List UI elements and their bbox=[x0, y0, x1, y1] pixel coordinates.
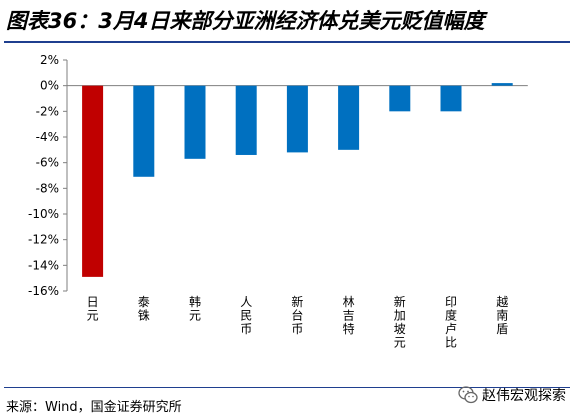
x-tick-label: 越南盾 bbox=[496, 295, 508, 336]
title-rule bbox=[4, 41, 570, 43]
bar-2 bbox=[184, 85, 206, 159]
bar-6 bbox=[389, 85, 411, 112]
bar-0 bbox=[82, 85, 104, 277]
x-tick-label: 人民币 bbox=[240, 295, 252, 336]
bar-8 bbox=[491, 83, 513, 86]
watermark-text: 赵伟宏观探索 bbox=[482, 388, 566, 404]
footer-rule bbox=[4, 387, 570, 388]
x-tick-label: 新台币 bbox=[291, 294, 303, 336]
y-tick-label: -8% bbox=[36, 181, 59, 195]
bar-3 bbox=[235, 85, 257, 155]
y-tick-label: -14% bbox=[28, 258, 59, 272]
y-tick-label: 2% bbox=[40, 53, 59, 67]
bar-7 bbox=[440, 85, 462, 112]
y-tick-label: -12% bbox=[28, 233, 59, 247]
bar-chart: 2% 0% -2% -4% -6% -8% -10% -12% -14% -16% 日元 泰铢 韩元 人民… bbox=[28, 53, 528, 350]
x-tick-label: 泰铢 bbox=[138, 295, 150, 323]
wechat-icon bbox=[458, 386, 478, 404]
x-tick-label: 新加坡元 bbox=[394, 294, 406, 350]
source-note: 来源：Wind，国金证券研究所 bbox=[6, 400, 182, 415]
x-tick-label: 日元 bbox=[87, 295, 99, 323]
bar-5 bbox=[338, 85, 360, 150]
y-tick-label: -4% bbox=[36, 130, 59, 144]
x-tick-label: 韩元 bbox=[189, 294, 201, 323]
bar-4 bbox=[286, 85, 308, 153]
y-tick-label: 0% bbox=[40, 79, 59, 93]
x-tick-label: 印度卢比 bbox=[445, 295, 457, 350]
y-tick-label: -6% bbox=[36, 156, 59, 170]
bar-1 bbox=[133, 85, 155, 177]
watermark: 赵伟宏观探索 bbox=[458, 383, 566, 407]
y-tick-label: -16% bbox=[28, 284, 59, 298]
y-tick-label: -2% bbox=[36, 104, 59, 118]
y-tick-label: -10% bbox=[28, 207, 59, 221]
chart-title: 图表36：3月4日来部分亚洲经济体兑美元贬值幅度 bbox=[6, 9, 485, 33]
x-tick-label: 林吉特 bbox=[343, 295, 355, 336]
